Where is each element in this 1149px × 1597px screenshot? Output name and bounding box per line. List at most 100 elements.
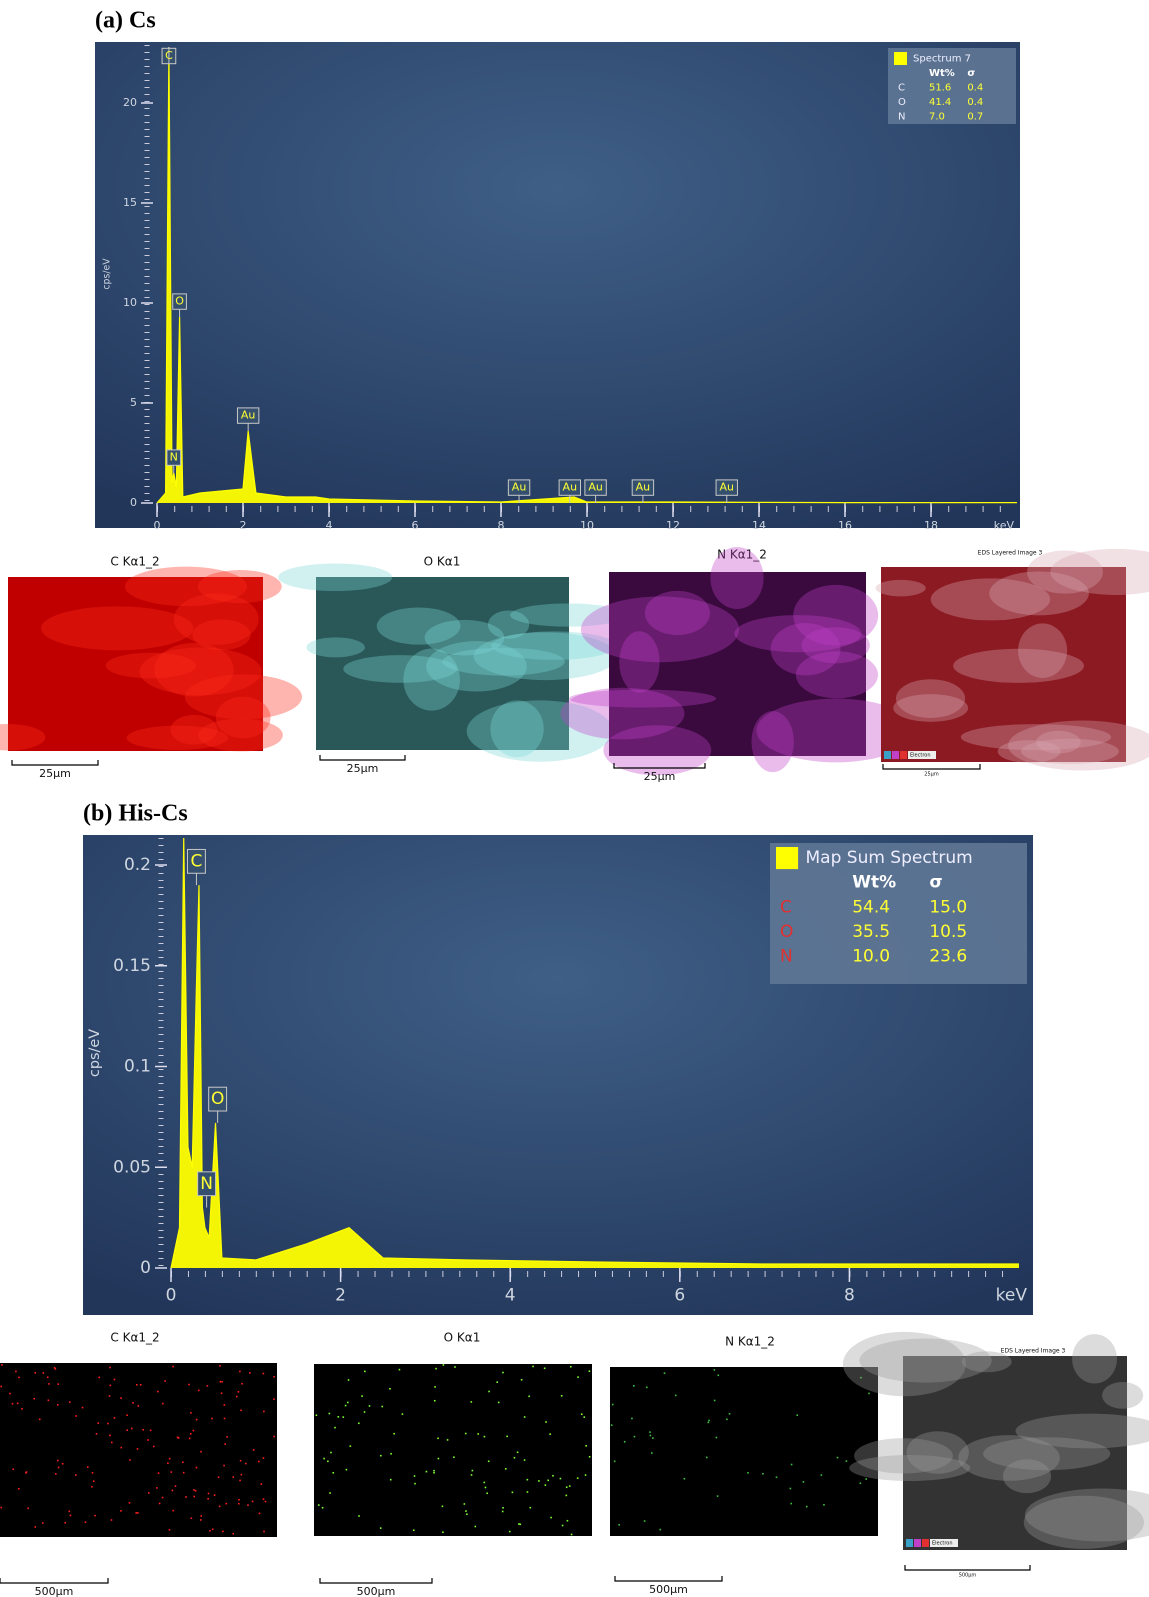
map-dot xyxy=(453,1456,455,1459)
map-dot xyxy=(728,1413,731,1415)
table-element: C xyxy=(780,897,792,917)
map-dot xyxy=(526,1491,529,1493)
map-dot xyxy=(15,1370,17,1373)
map-dot xyxy=(775,1476,778,1479)
map-dot xyxy=(802,1481,805,1483)
map-dot xyxy=(659,1528,662,1531)
map-dot xyxy=(513,1456,516,1459)
map-texture xyxy=(1036,730,1081,754)
map-dot xyxy=(588,1370,591,1372)
map-dot xyxy=(264,1500,267,1503)
map-dot xyxy=(74,1474,77,1476)
map-dot xyxy=(330,1451,332,1454)
map-dot xyxy=(547,1479,549,1482)
map-dot xyxy=(167,1462,169,1465)
map-dot xyxy=(172,1509,175,1512)
y-tick-label: 20 xyxy=(123,96,137,109)
map-dot xyxy=(390,1452,392,1455)
map-dot xyxy=(623,1440,626,1443)
map-dot xyxy=(566,1519,569,1522)
map-texture xyxy=(466,700,613,762)
map-dot xyxy=(260,1483,263,1485)
map-dot xyxy=(137,1512,139,1514)
map-dot xyxy=(708,1419,710,1422)
map-dot xyxy=(273,1375,275,1378)
map-dot xyxy=(413,1475,416,1477)
map-dot xyxy=(164,1380,166,1382)
map-dot xyxy=(132,1402,134,1404)
map-dot xyxy=(158,1502,161,1505)
map-dot xyxy=(632,1385,635,1387)
map-dot xyxy=(157,1390,159,1393)
map-image xyxy=(314,1364,592,1536)
map-dot xyxy=(194,1489,197,1492)
map-dot xyxy=(561,1524,564,1527)
map-dot xyxy=(528,1395,530,1398)
map-texture xyxy=(306,637,365,658)
map-dot xyxy=(97,1422,100,1424)
x-tick-label: 12 xyxy=(666,519,680,532)
map-dot xyxy=(174,1485,177,1487)
map-dot xyxy=(189,1432,192,1435)
table-value: 0.7 xyxy=(967,112,983,123)
map-dot xyxy=(315,1414,318,1417)
map-texture xyxy=(510,603,626,627)
table-value: 41.4 xyxy=(929,97,951,108)
map-texture xyxy=(801,627,870,664)
table-value: 15.0 xyxy=(929,897,967,917)
map-dot xyxy=(68,1510,71,1513)
map-dot xyxy=(157,1472,160,1474)
map-dot xyxy=(633,1435,636,1438)
x-tick-label: 2 xyxy=(335,1286,346,1306)
map-dot xyxy=(549,1433,551,1435)
map-texture xyxy=(424,619,505,656)
map-dot xyxy=(64,1521,67,1524)
map-dot xyxy=(57,1466,60,1469)
map-dot xyxy=(506,1435,508,1438)
map-dot xyxy=(501,1510,504,1513)
legend-chip xyxy=(884,751,891,759)
map-dot xyxy=(219,1380,222,1383)
map-dot xyxy=(57,1459,59,1462)
map-dot xyxy=(317,1504,320,1506)
map-dot xyxy=(516,1451,519,1454)
map-image xyxy=(316,577,569,750)
x-tick-label: 0 xyxy=(154,519,161,532)
map-dot xyxy=(263,1530,265,1533)
map-texture xyxy=(1024,1488,1149,1542)
map-dot xyxy=(545,1421,547,1423)
legend-box xyxy=(888,48,1016,124)
map-dot xyxy=(705,1456,708,1459)
peak-label: Au xyxy=(512,481,527,494)
map-dot xyxy=(580,1413,583,1416)
map-title: O Kα1 xyxy=(444,1331,481,1345)
map-dot xyxy=(109,1384,112,1387)
map-dot xyxy=(232,1532,235,1535)
map-dot xyxy=(238,1502,240,1505)
map-dot xyxy=(511,1491,514,1494)
map-dot xyxy=(435,1367,437,1370)
map-dot xyxy=(262,1372,265,1375)
map-dot xyxy=(532,1365,534,1368)
map-dot xyxy=(245,1462,247,1465)
scale-bar xyxy=(11,760,99,766)
peak-label: N xyxy=(170,451,178,464)
table-element: N xyxy=(898,112,905,123)
map-dot xyxy=(193,1489,195,1491)
map-dot xyxy=(263,1410,265,1413)
map-dot xyxy=(241,1382,243,1385)
map-texture xyxy=(953,648,1085,683)
chart-background xyxy=(95,42,1020,528)
map-texture xyxy=(215,696,271,739)
map-dot xyxy=(368,1405,371,1407)
map-dot xyxy=(526,1478,529,1481)
map-dot xyxy=(364,1370,366,1373)
map-dot xyxy=(484,1486,487,1489)
map-dot xyxy=(168,1529,171,1531)
map-dot xyxy=(713,1369,716,1371)
map-dot xyxy=(344,1404,347,1407)
map-dot xyxy=(412,1529,415,1532)
map-dot xyxy=(120,1446,123,1449)
map-texture xyxy=(859,1338,992,1383)
map-title: O Kα1 xyxy=(424,555,461,569)
